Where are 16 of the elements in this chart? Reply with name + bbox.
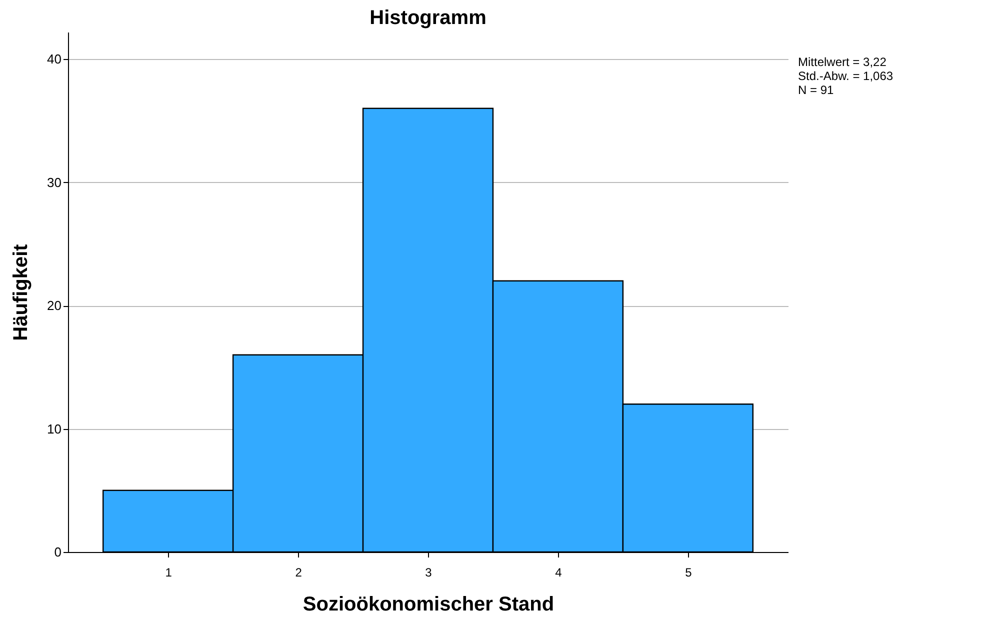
x-tick-label: 4	[555, 566, 562, 580]
text: Std.-Abw. = 1,063	[798, 69, 894, 83]
text: Mittelwert = 3,22	[798, 55, 887, 69]
x-tick-label: 2	[295, 566, 302, 580]
y-tick-label: 20	[47, 298, 62, 314]
text: N = 91	[798, 83, 834, 97]
y-tick-label: 30	[47, 174, 62, 190]
x-tick-label: 3	[425, 566, 432, 580]
y-axis-title: Häufigkeit	[10, 244, 32, 341]
y-tick-label: 10	[47, 421, 62, 436]
x-tick-label: 5	[685, 566, 692, 580]
chart-title: Histogramm	[370, 7, 486, 29]
y-tick-label: 0	[54, 544, 62, 560]
y-tick-label: 40	[47, 52, 62, 67]
x-tick-label: 1	[165, 566, 172, 580]
x-axis-title: Sozioökonomischer Stand	[302, 594, 554, 616]
